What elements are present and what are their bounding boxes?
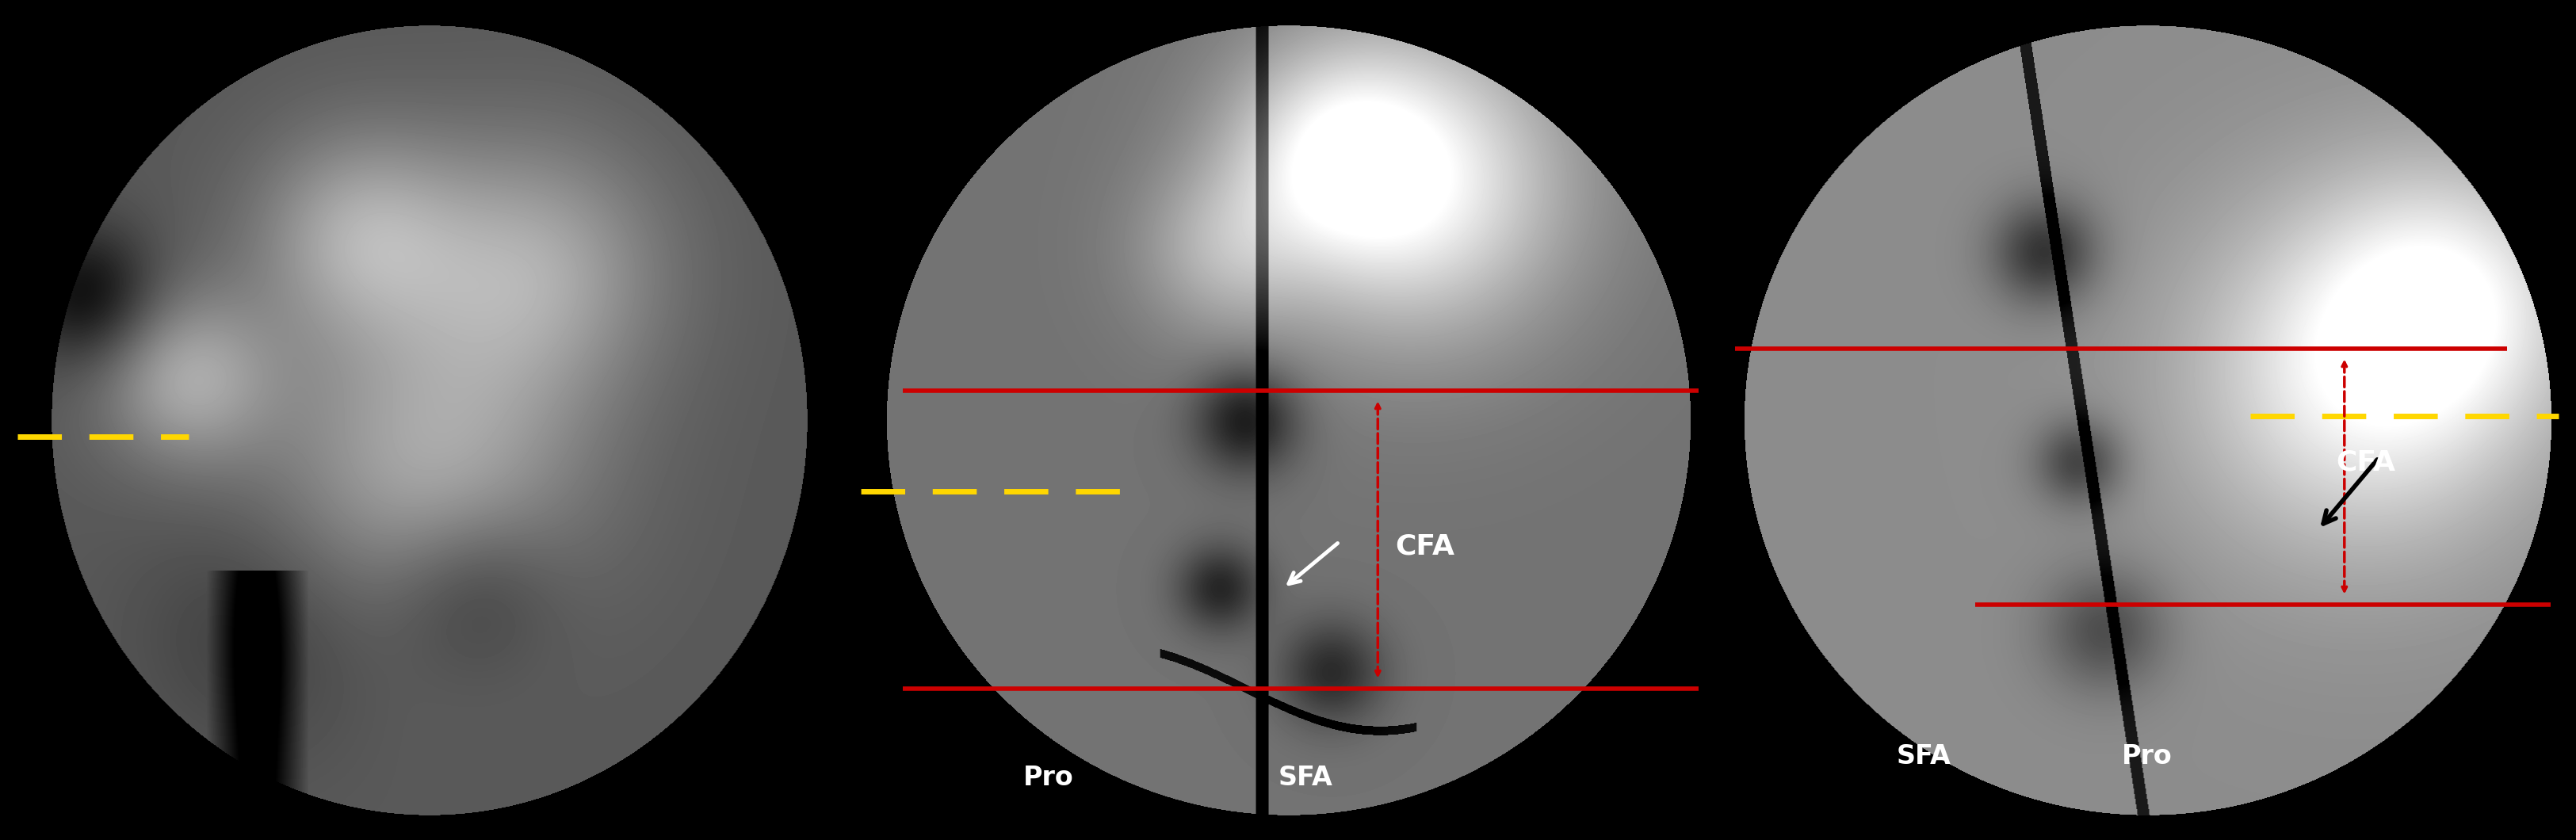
- Text: Pro: Pro: [1023, 764, 1074, 790]
- Text: SFA: SFA: [1896, 743, 1953, 769]
- Text: SFA: SFA: [1278, 764, 1332, 790]
- Text: Pro: Pro: [2123, 743, 2172, 769]
- Text: CFA: CFA: [2336, 449, 2396, 475]
- Text: CFA: CFA: [1396, 533, 1455, 559]
